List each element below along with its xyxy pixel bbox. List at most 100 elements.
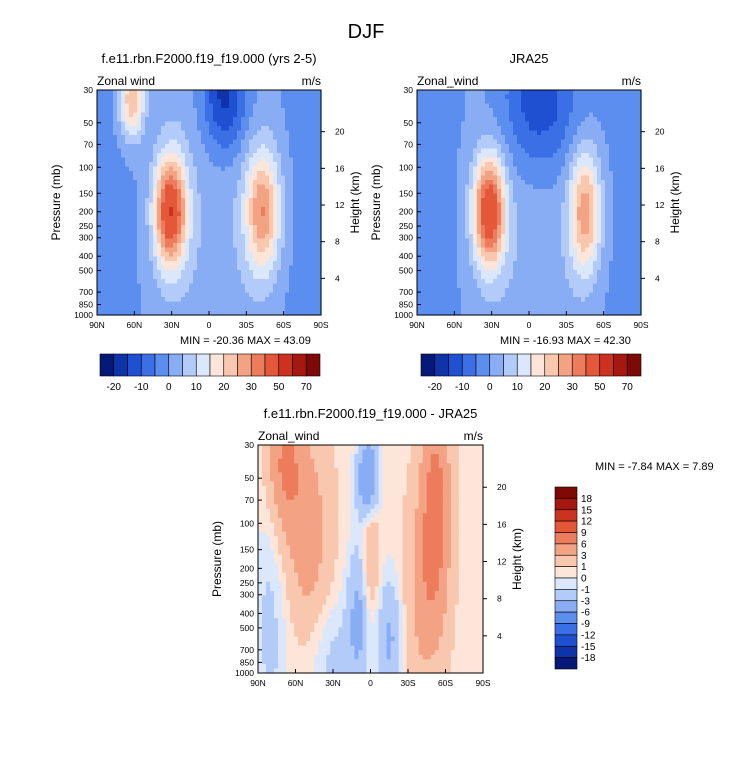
field-cell (449, 157, 454, 163)
field-cell (209, 216, 214, 222)
field-cell (437, 306, 442, 312)
field-cell (213, 252, 218, 258)
field-cell (317, 252, 322, 258)
field-cell (429, 252, 434, 258)
field-cell (109, 211, 114, 217)
field-cell (105, 261, 110, 267)
field-cell (169, 288, 174, 294)
field-cell (485, 166, 490, 172)
field-cell (101, 135, 106, 141)
field-cell (577, 265, 582, 271)
field-cell (293, 265, 298, 271)
field-cell (145, 189, 150, 195)
field-cell (301, 180, 306, 186)
field-cell (517, 256, 522, 262)
field-cell (561, 166, 566, 172)
field-cell (505, 162, 510, 168)
field-cell (197, 166, 202, 172)
field-cell (181, 171, 186, 177)
field-cell (289, 171, 294, 177)
field-cell (145, 256, 150, 262)
field-cell (237, 247, 242, 253)
field-cell (537, 283, 542, 289)
field-cell (257, 234, 262, 240)
field-cell (501, 117, 506, 123)
field-cell (309, 243, 314, 249)
field-cell (221, 135, 226, 141)
field-cell (473, 148, 478, 154)
field-cell (173, 297, 178, 303)
field-cell (253, 306, 258, 312)
field-cell (557, 94, 562, 100)
field-cell (497, 247, 502, 253)
field-cell (513, 306, 518, 312)
field-cell (305, 211, 310, 217)
field-cell (237, 292, 242, 298)
field-cell (153, 270, 158, 276)
field-cell (521, 171, 526, 177)
field-cell (105, 306, 110, 312)
field-cell (549, 310, 554, 316)
field-cell (173, 220, 178, 226)
field-cell (277, 234, 282, 240)
field-cell (525, 301, 530, 307)
field-cell (425, 292, 430, 298)
field-cell (525, 171, 530, 177)
field-cell (481, 162, 486, 168)
field-cell (557, 198, 562, 204)
field-cell (509, 175, 514, 181)
field-cell (213, 220, 218, 226)
field-cell (285, 175, 290, 181)
field-cell (253, 166, 258, 172)
field-cell (157, 252, 162, 258)
field-cell (305, 108, 310, 114)
field-cell (493, 108, 498, 114)
field-cell (477, 256, 482, 262)
field-cell (201, 265, 206, 271)
field-cell (209, 252, 214, 258)
field-cell (273, 193, 278, 199)
field-cell (217, 202, 222, 208)
field-cell (149, 157, 154, 163)
field-cell (225, 108, 230, 114)
field-cell (129, 135, 134, 141)
field-cell (501, 184, 506, 190)
field-cell (105, 211, 110, 217)
field-cell (461, 189, 466, 195)
field-cell (309, 270, 314, 276)
field-cell (221, 94, 226, 100)
field-cell (209, 135, 214, 141)
field-cell (185, 247, 190, 253)
field-cell (429, 103, 434, 109)
field-cell (133, 301, 138, 307)
field-cell (553, 99, 558, 105)
field-cell (129, 162, 134, 168)
field-cell (193, 117, 198, 123)
field-cell (209, 198, 214, 204)
field-cell (201, 238, 206, 244)
field-cell (473, 220, 478, 226)
field-cell (545, 126, 550, 132)
field-cell (109, 288, 114, 294)
field-cell (201, 153, 206, 159)
field-cell (233, 180, 238, 186)
field-cell (517, 135, 522, 141)
field-cell (277, 171, 282, 177)
field-cell (185, 171, 190, 177)
field-cell (457, 247, 462, 253)
field-cell (229, 234, 234, 240)
field-cell (205, 216, 210, 222)
y-tick-label: 70 (84, 139, 94, 149)
field-cell (453, 148, 458, 154)
field-cell (197, 247, 202, 253)
field-cell (473, 175, 478, 181)
field-cell (265, 166, 270, 172)
field-cell (193, 265, 198, 271)
field-cell (177, 94, 182, 100)
field-cell (529, 126, 534, 132)
field-cell (149, 121, 154, 127)
field-cell (237, 157, 242, 163)
field-cell (285, 252, 290, 258)
field-cell (313, 256, 318, 262)
field-cell (533, 252, 538, 258)
